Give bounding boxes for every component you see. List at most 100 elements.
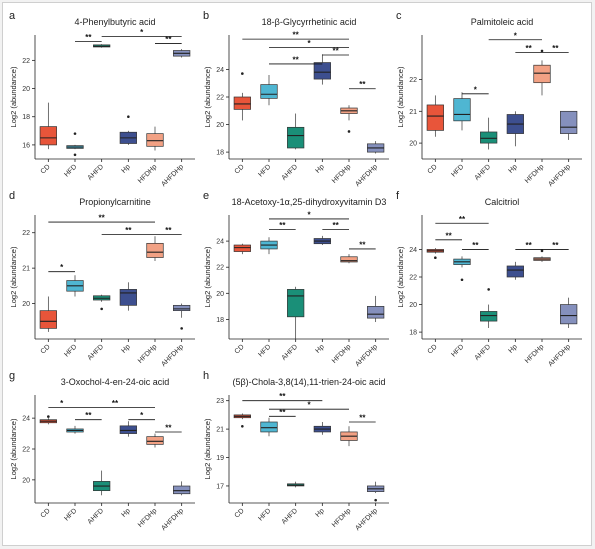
- box-ahfdhp: [560, 110, 578, 140]
- x-tick-label-ahfdhp: AHFDHp: [354, 507, 379, 532]
- sig-label: **: [459, 215, 466, 224]
- box-hfd: [260, 417, 278, 437]
- outlier-point: [241, 424, 244, 428]
- box-hp: [313, 422, 331, 435]
- box-hfdhp: [340, 105, 358, 133]
- box-body: [233, 96, 251, 110]
- panel-c: c Palmitoleic acid Log2 (abundance) 20 21 22 C…: [396, 10, 582, 188]
- box-hp: [119, 421, 137, 437]
- x-tick-label-ahfd: AHFD: [87, 163, 105, 181]
- x-tick-label-hp: Hp: [507, 343, 518, 354]
- y-tick-label: 23: [216, 398, 224, 405]
- x-tick-label-hfd: HFD: [63, 163, 78, 178]
- y-axis-title: Log2 (abundance): [203, 246, 212, 307]
- x-tick-label-ahfdhp: AHFDHp: [160, 507, 185, 532]
- box-hp: [119, 282, 137, 311]
- panel-title: Propionylcarnitine: [79, 197, 151, 207]
- outlier-point: [540, 49, 544, 53]
- sig-label: **: [526, 44, 533, 53]
- sig-label: **: [85, 411, 92, 420]
- panel-letter: h: [203, 370, 209, 382]
- y-tick-label: 20: [216, 291, 224, 298]
- outlier-point: [73, 132, 77, 135]
- box-body: [173, 485, 191, 495]
- y-tick-label: 22: [22, 58, 30, 65]
- box-ahfd: [287, 113, 305, 150]
- panel-letter: c: [396, 10, 402, 22]
- box-hfd: [260, 74, 278, 106]
- box-body: [426, 104, 444, 131]
- outlier-point: [241, 72, 244, 75]
- x-tick-label-hfd: HFD: [450, 163, 465, 178]
- box-hp: [313, 235, 331, 246]
- box-body: [453, 98, 471, 122]
- box-ahfdhp: [173, 481, 191, 496]
- x-tick-label-ahfdhp: AHFDHp: [547, 343, 572, 368]
- box-hfdhp: [146, 236, 164, 262]
- x-tick-label-hfdhp: HFDHp: [137, 343, 159, 365]
- sig-label: **: [293, 55, 300, 64]
- box-ahfdhp: [367, 295, 385, 323]
- box-ahfdhp: [173, 303, 191, 330]
- sig-label: *: [60, 399, 64, 408]
- y-axis-title: Log2 (abundance): [396, 66, 405, 127]
- box-body: [313, 62, 331, 80]
- box-body: [287, 289, 305, 318]
- x-tick-label-ahfd: AHFD: [281, 343, 299, 361]
- x-tick-label-hfd: HFD: [63, 507, 78, 522]
- sig-label: **: [526, 241, 533, 250]
- sig-label: **: [279, 221, 286, 230]
- box-hp: [119, 115, 137, 145]
- box-ahfd: [93, 294, 111, 311]
- x-tick-label-hfdhp: HFDHp: [524, 343, 546, 365]
- panel-title: Palmitoleic acid: [471, 17, 534, 27]
- panel-title: 18-Acetoxy-1α,25-dihydroxyvitamin D3: [232, 197, 387, 207]
- box-body: [506, 265, 524, 278]
- x-tick-label-ahfd: AHFD: [281, 163, 299, 181]
- sig-label: *: [307, 401, 311, 410]
- box-cd: [426, 248, 444, 260]
- x-tick-label-cd: CD: [40, 163, 52, 175]
- x-tick-label-cd: CD: [40, 343, 52, 355]
- y-axis-title: Log2 (abundance): [203, 66, 212, 127]
- y-tick-label: 18: [216, 317, 224, 324]
- y-tick-label: 24: [216, 239, 224, 246]
- box-body: [173, 304, 191, 312]
- box-cd: [233, 243, 251, 255]
- box-hfdhp: [146, 126, 164, 151]
- x-tick-label-cd: CD: [234, 163, 246, 175]
- y-tick-label: 20: [22, 86, 30, 93]
- x-tick-label-hp: Hp: [120, 163, 131, 174]
- y-tick-label: 24: [409, 247, 417, 254]
- panel-d: d Propionylcarnitine Log2 (abundance) 20 21 2…: [9, 190, 195, 368]
- box-body: [39, 126, 57, 146]
- outlier-point: [540, 249, 544, 253]
- y-tick-label: 22: [22, 230, 30, 237]
- x-tick-label-ahfdhp: AHFDHp: [160, 163, 185, 188]
- sig-label: *: [514, 31, 518, 40]
- outlier-point: [180, 327, 183, 330]
- sig-label: *: [140, 411, 144, 420]
- sig-label: **: [125, 226, 132, 235]
- y-tick-label: 16: [22, 142, 30, 149]
- panel-letter: g: [9, 370, 15, 382]
- box-hfd: [260, 237, 278, 255]
- sig-label: **: [85, 33, 92, 42]
- box-hfd: [66, 425, 84, 434]
- sig-label: **: [165, 424, 172, 433]
- box-body: [146, 133, 164, 147]
- x-tick-label-cd: CD: [234, 343, 246, 355]
- panel-title: 3-Oxochol-4-en-24-oic acid: [61, 377, 170, 387]
- x-tick-label-cd: CD: [234, 507, 246, 519]
- box-ahfdhp: [560, 297, 578, 328]
- sig-label: **: [279, 392, 286, 401]
- box-cd: [426, 95, 444, 137]
- panel-a: a 4-Phenylbutyric acid Log2 (abundance) 16 1…: [9, 10, 195, 188]
- box-ahfdhp: [367, 481, 385, 502]
- y-tick-label: 22: [22, 447, 30, 454]
- box-body: [260, 84, 278, 99]
- y-tick-label: 20: [22, 301, 30, 308]
- x-tick-label-ahfdhp: AHFDHp: [547, 163, 572, 188]
- box-ahfd: [93, 44, 111, 48]
